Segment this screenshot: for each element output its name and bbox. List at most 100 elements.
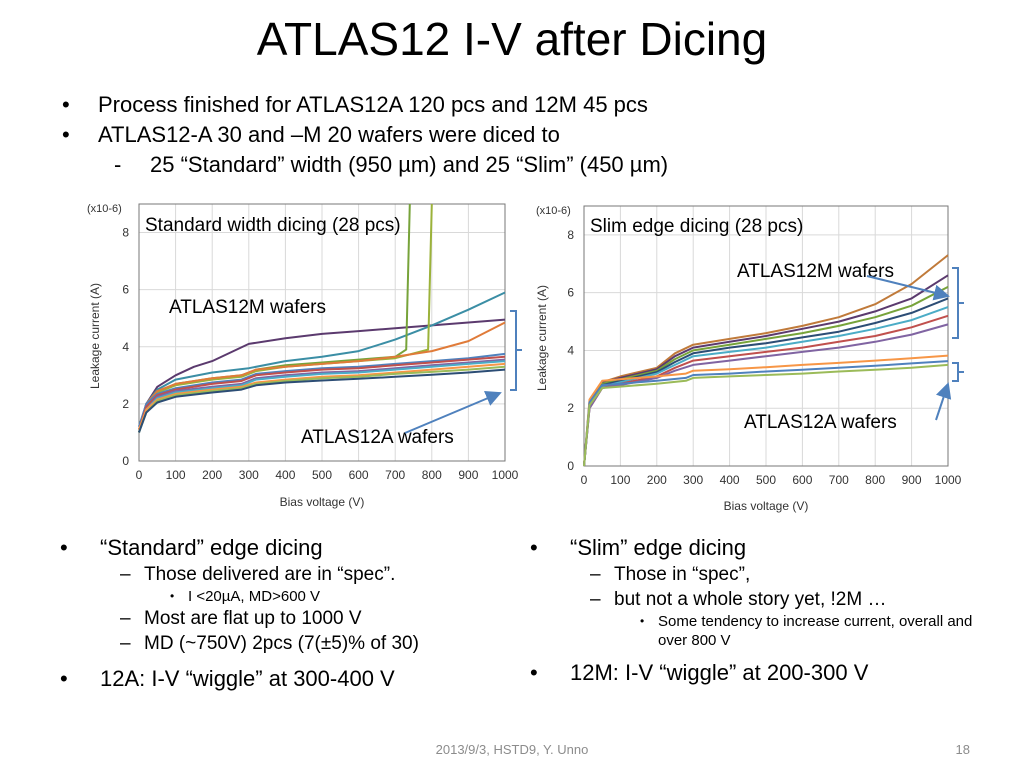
note-sub-bullet: – Most are flat up to 1000 V [60, 606, 500, 631]
iv-curve [138, 203, 411, 433]
scale-label: (x10-6) [536, 205, 571, 217]
iv-curve [138, 358, 506, 433]
note-text: Those delivered are in “spec”. [144, 564, 396, 585]
x-tick-labels: 0 100 200 300 400 500 600 700 800 900 1000 [581, 473, 962, 487]
note-text: Those in “spec”, [614, 564, 751, 585]
x-tick-label: 600 [349, 468, 369, 482]
iv-curve [138, 355, 506, 430]
bullet-marker: • [640, 614, 645, 628]
x-tick-label: 400 [275, 468, 295, 482]
note-text: “Slim” edge dicing [570, 535, 747, 560]
dash-marker: – [120, 633, 131, 654]
dash-marker: – [590, 589, 601, 610]
y-tick-label: 8 [122, 226, 129, 240]
slim-dicing-chart: 0 2 4 6 8 0 100 200 300 400 500 600 700 800 900 1000 (… [535, 205, 964, 513]
bullet-marker: • [530, 660, 538, 685]
note-text: but not a whole story yet, !2M … [614, 589, 887, 610]
standard-dicing-chart: 0 2 4 6 8 0 100 200 300 400 500 600 700 800 900 1000 (… [87, 203, 522, 509]
intro-bullets: • Process finished for ATLAS12A 120 pcs … [62, 90, 668, 180]
note-sub-bullet: – MD (~750V) 2pcs (7(±5)% of 30) [60, 631, 500, 656]
note-sub-sub-bullet: • I <20µA, MD>600 V [60, 587, 500, 606]
note-bullet: • 12A: I-V “wiggle” at 300-400 V [60, 664, 500, 693]
note-text: Some tendency to increase current, overa… [658, 613, 973, 649]
x-tick-label: 100 [166, 468, 186, 482]
x-tick-label: 100 [610, 473, 630, 487]
note-text: MD (~750V) 2pcs (7(±5)% of 30) [144, 633, 419, 654]
x-tick-label: 1000 [935, 473, 962, 487]
footer-text: 2013/9/3, HSTD9, Y. Unno [435, 742, 589, 757]
x-tick-label: 0 [136, 468, 143, 482]
y-tick-label: 4 [567, 343, 574, 357]
plot-frame [583, 205, 949, 467]
bullet-marker: • [62, 92, 70, 117]
annotation-12a: ATLAS12A wafers [744, 412, 897, 433]
note-text: 12M: I-V “wiggle” at 200-300 V [570, 660, 869, 685]
bullet-marker: • [530, 535, 538, 560]
intro-sub-bullet: - 25 “Standard” width (950 µm) and 25 “S… [62, 150, 668, 180]
intro-bullet: • Process finished for ATLAS12A 120 pcs … [62, 90, 668, 120]
page-number: 18 [955, 742, 970, 757]
iv-curve [138, 368, 506, 433]
note-bullet: • “Slim” edge dicing [530, 533, 990, 562]
iv-curve [138, 352, 506, 428]
bullet-marker: • [170, 589, 175, 603]
y-tick-label: 8 [567, 228, 574, 242]
y-tick-label: 4 [122, 340, 129, 354]
series-group [138, 203, 506, 433]
standard-dicing-notes: • “Standard” edge dicing – Those deliver… [60, 533, 500, 693]
y-tick-label: 6 [567, 286, 574, 300]
x-axis-label: Bias voltage (V) [724, 499, 809, 513]
plot-frame [138, 203, 506, 462]
bullet-marker: • [62, 122, 70, 147]
iv-curve [583, 363, 949, 467]
y-axis-label: Leakage current (A) [535, 285, 549, 391]
scale-label: (x10-6) [87, 203, 122, 215]
x-tick-label: 0 [581, 473, 588, 487]
x-tick-label: 300 [239, 468, 259, 482]
note-sub-sub-bullet: • Some tendency to increase current, ove… [530, 612, 988, 650]
bracket-12m [952, 267, 964, 339]
dash-marker: – [120, 564, 131, 585]
x-tick-label: 600 [792, 473, 812, 487]
x-tick-label: 700 [385, 468, 405, 482]
x-tick-label: 1000 [492, 468, 519, 482]
y-tick-labels: 0 2 4 6 8 [567, 228, 574, 473]
annotation-arrow [935, 382, 952, 421]
dash-marker: - [114, 152, 122, 177]
x-tick-label: 700 [829, 473, 849, 487]
iv-curve [138, 291, 506, 428]
x-tick-label: 300 [683, 473, 703, 487]
iv-curve [583, 354, 949, 467]
note-sub-bullet: – but not a whole story yet, !2M … [530, 587, 990, 612]
x-tick-label: 900 [902, 473, 922, 487]
note-bullet: • 12M: I-V “wiggle” at 200-300 V [530, 658, 990, 687]
y-tick-labels: 0 2 4 6 8 [122, 226, 129, 468]
dash-marker: – [120, 608, 131, 629]
intro-bullet-text: ATLAS12-A 30 and –M 20 wafers were diced… [98, 122, 560, 147]
chart-title: Standard width dicing (28 pcs) [145, 215, 401, 236]
bullet-marker: • [60, 535, 68, 560]
y-tick-label: 6 [122, 283, 129, 297]
annotation-12a: ATLAS12A wafers [301, 427, 454, 448]
x-tick-label: 200 [647, 473, 667, 487]
x-tick-label: 500 [756, 473, 776, 487]
grid-lines [138, 204, 506, 462]
iv-curve [138, 362, 506, 430]
x-tick-label: 200 [202, 468, 222, 482]
intro-sub-bullet-text: 25 “Standard” width (950 µm) and 25 “Sli… [150, 152, 669, 177]
intro-bullet: • ATLAS12-A 30 and –M 20 wafers were dic… [62, 120, 668, 150]
iv-curve [138, 318, 506, 430]
y-tick-label: 2 [122, 397, 129, 411]
annotation-arrow [866, 275, 950, 301]
note-bullet: • “Standard” edge dicing [60, 533, 500, 562]
y-tick-label: 0 [567, 459, 574, 473]
note-sub-bullet: – Those in “spec”, [530, 562, 990, 587]
bullet-marker: • [60, 666, 68, 691]
x-tick-label: 900 [458, 468, 478, 482]
x-tick-labels: 0 100 200 300 400 500 600 700 800 900 1000 [136, 468, 519, 482]
bracket-12m [510, 310, 522, 391]
iv-curve [583, 286, 949, 467]
x-tick-label: 800 [865, 473, 885, 487]
annotation-12m: ATLAS12M wafers [737, 261, 894, 282]
intro-bullet-text: Process finished for ATLAS12A 120 pcs an… [98, 92, 648, 117]
